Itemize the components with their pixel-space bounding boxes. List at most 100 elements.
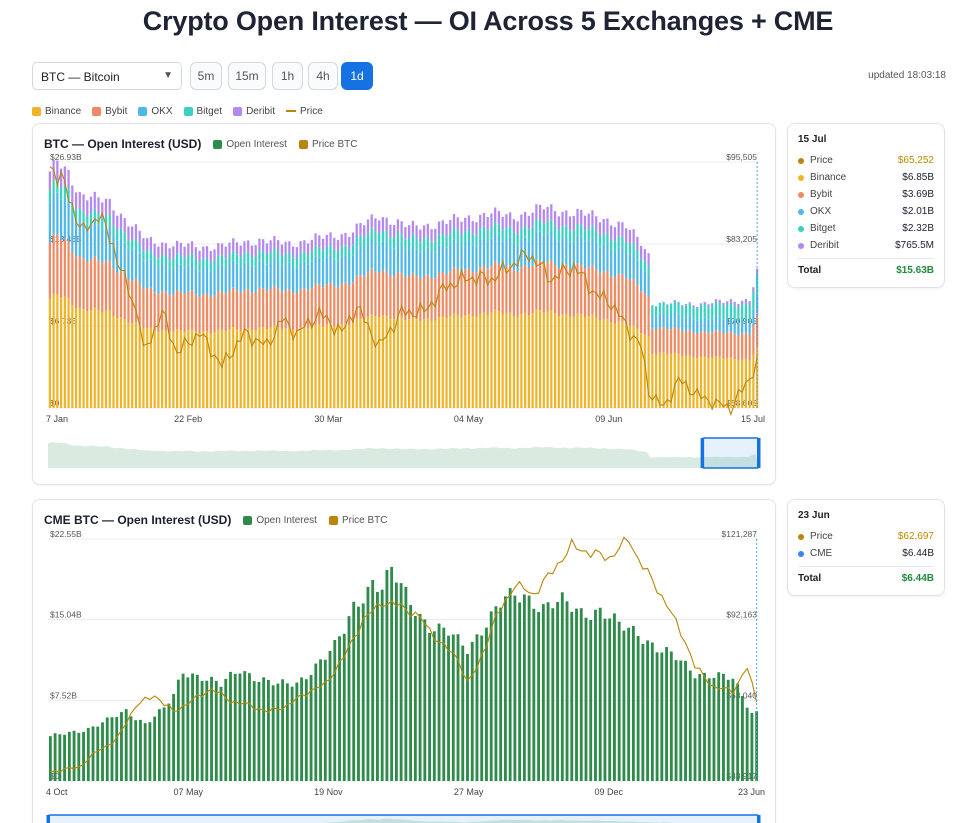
oi-bar <box>404 586 408 781</box>
oi-bar-okx <box>714 316 718 331</box>
timeframe-1h-button[interactable]: 1h <box>272 62 303 90</box>
oi-bar-okx <box>527 241 530 269</box>
oi-bar-stack <box>273 235 276 408</box>
legend-item-bybit[interactable]: Bybit <box>92 106 127 117</box>
oi-bar-deribit <box>209 250 212 263</box>
timeframe-15m-button[interactable]: 15m <box>228 62 266 90</box>
oi-bar-binance <box>288 327 291 408</box>
legend-item-okx[interactable]: OKX <box>138 106 173 117</box>
series-value: $765.5M <box>895 240 934 251</box>
oi-bar-bitget <box>299 252 302 263</box>
oi-bar-deribit <box>153 243 156 257</box>
oi-bar-deribit <box>329 232 332 245</box>
series-label: CME <box>810 548 833 559</box>
oi-bar-bybit <box>179 291 182 331</box>
oi-bar-bitget <box>344 245 347 256</box>
cme-oi-chart[interactable]: $22.55B$15.04B$7.52B$0$121,287$92,163$63… <box>33 500 775 823</box>
navigator-brush[interactable] <box>701 437 760 469</box>
oi-bar-deribit <box>449 219 452 234</box>
oi-bar-binance <box>119 317 123 408</box>
oi-bar <box>352 601 356 781</box>
series-value: $62,697 <box>897 531 934 542</box>
oi-bar-stack <box>396 219 400 408</box>
oi-bar-stack <box>669 303 673 408</box>
oi-bar <box>67 731 71 781</box>
btc-legend-price-label: Price BTC <box>311 138 358 150</box>
oi-bar <box>693 678 697 781</box>
oi-bar-binance <box>632 325 635 408</box>
timeframe-4h-button[interactable]: 4h <box>308 62 338 90</box>
oi-bar <box>243 671 247 781</box>
brush-handle-left[interactable] <box>46 815 51 823</box>
oi-bar-binance <box>187 330 190 408</box>
brush-handle-right[interactable] <box>757 815 761 823</box>
brush-handle-right[interactable] <box>757 438 761 468</box>
oi-bar-binance <box>505 313 508 408</box>
btc-legend-oi[interactable]: Open Interest <box>213 139 287 150</box>
cme-tooltip-row-cme: CME $6.44B <box>798 545 934 562</box>
oi-bar-okx <box>190 262 194 291</box>
oi-bar-bitget <box>621 236 624 248</box>
oi-bar-bybit <box>752 325 755 355</box>
oi-bar-okx <box>542 235 545 264</box>
oi-bar-bybit <box>164 291 167 331</box>
brush-handle-left[interactable] <box>700 438 705 468</box>
cme-legend-oi[interactable]: Open Interest <box>243 515 317 526</box>
oi-bar-bybit <box>310 288 313 328</box>
range-navigator[interactable] <box>48 437 761 469</box>
range-navigator[interactable] <box>46 814 761 823</box>
btc-legend-price[interactable]: Price BTC <box>298 138 358 150</box>
oi-bar-bybit <box>449 271 452 317</box>
timeframe-5m-button[interactable]: 5m <box>190 62 222 90</box>
oi-bar-stack <box>329 232 332 408</box>
oi-bar-binance <box>479 313 482 408</box>
oi-bar-stack <box>666 304 669 408</box>
oi-bar-okx <box>565 237 568 265</box>
oi-bar-binance <box>546 311 549 408</box>
oi-bar-binance <box>393 319 396 408</box>
oi-bar <box>413 616 417 781</box>
oi-bar-okx <box>59 199 63 241</box>
oi-bar-binance <box>93 307 96 408</box>
oi-bar-bybit <box>183 294 186 332</box>
timeframe-1d-button[interactable]: 1d <box>341 62 373 90</box>
oi-bar-deribit <box>606 218 609 234</box>
oi-bar-bitget <box>247 252 250 263</box>
legend-item-deribit[interactable]: Deribit <box>233 106 275 117</box>
oi-bar-bitget <box>318 247 321 258</box>
oi-bar-binance <box>673 352 676 408</box>
btc-tooltip-row-price: Price $65,252 <box>798 152 934 169</box>
oi-bar-bybit <box>580 264 583 315</box>
legend-item-binance[interactable]: Binance <box>32 106 81 117</box>
oi-bar-bitget <box>512 232 516 244</box>
oi-bar-okx <box>116 240 119 273</box>
asset-select[interactable]: BTC — Bitcoin ▼ <box>32 62 182 90</box>
oi-bar-okx <box>157 267 160 295</box>
oi-bar-bybit <box>692 332 695 358</box>
oi-bar-stack <box>632 229 635 408</box>
oi-bar-stack <box>220 243 224 408</box>
btc-oi-chart[interactable]: $26.93B$13.46B$6.73B$0$95,505$83,205$70,… <box>33 124 775 484</box>
btc-tooltip-row-bitget: Bitget $2.32B <box>798 220 934 237</box>
oi-bar <box>210 676 213 781</box>
oi-bar-bybit <box>445 274 448 319</box>
oi-bar-okx <box>669 315 673 330</box>
oi-bar <box>153 716 157 781</box>
oi-bar <box>726 679 730 781</box>
oi-bar-bybit <box>666 329 669 355</box>
cme-legend-price[interactable]: Price BTC <box>328 515 388 526</box>
oi-bar <box>219 686 223 781</box>
oi-bar-okx <box>666 316 669 330</box>
oi-bar-bybit <box>744 332 748 359</box>
oi-bar-okx <box>232 260 235 288</box>
oi-bar-bybit <box>550 259 553 311</box>
oi-bar-bitget <box>752 291 755 310</box>
oi-bar-bitget <box>258 250 261 261</box>
oi-bar-bybit <box>497 264 501 312</box>
oi-bar-binance <box>538 310 542 408</box>
legend-item-bitget[interactable]: Bitget <box>183 106 222 117</box>
oi-bar <box>191 673 194 781</box>
navigator-brush[interactable] <box>47 814 760 823</box>
legend-item-price[interactable]: Price <box>285 106 323 117</box>
oi-bar-okx <box>722 319 725 334</box>
